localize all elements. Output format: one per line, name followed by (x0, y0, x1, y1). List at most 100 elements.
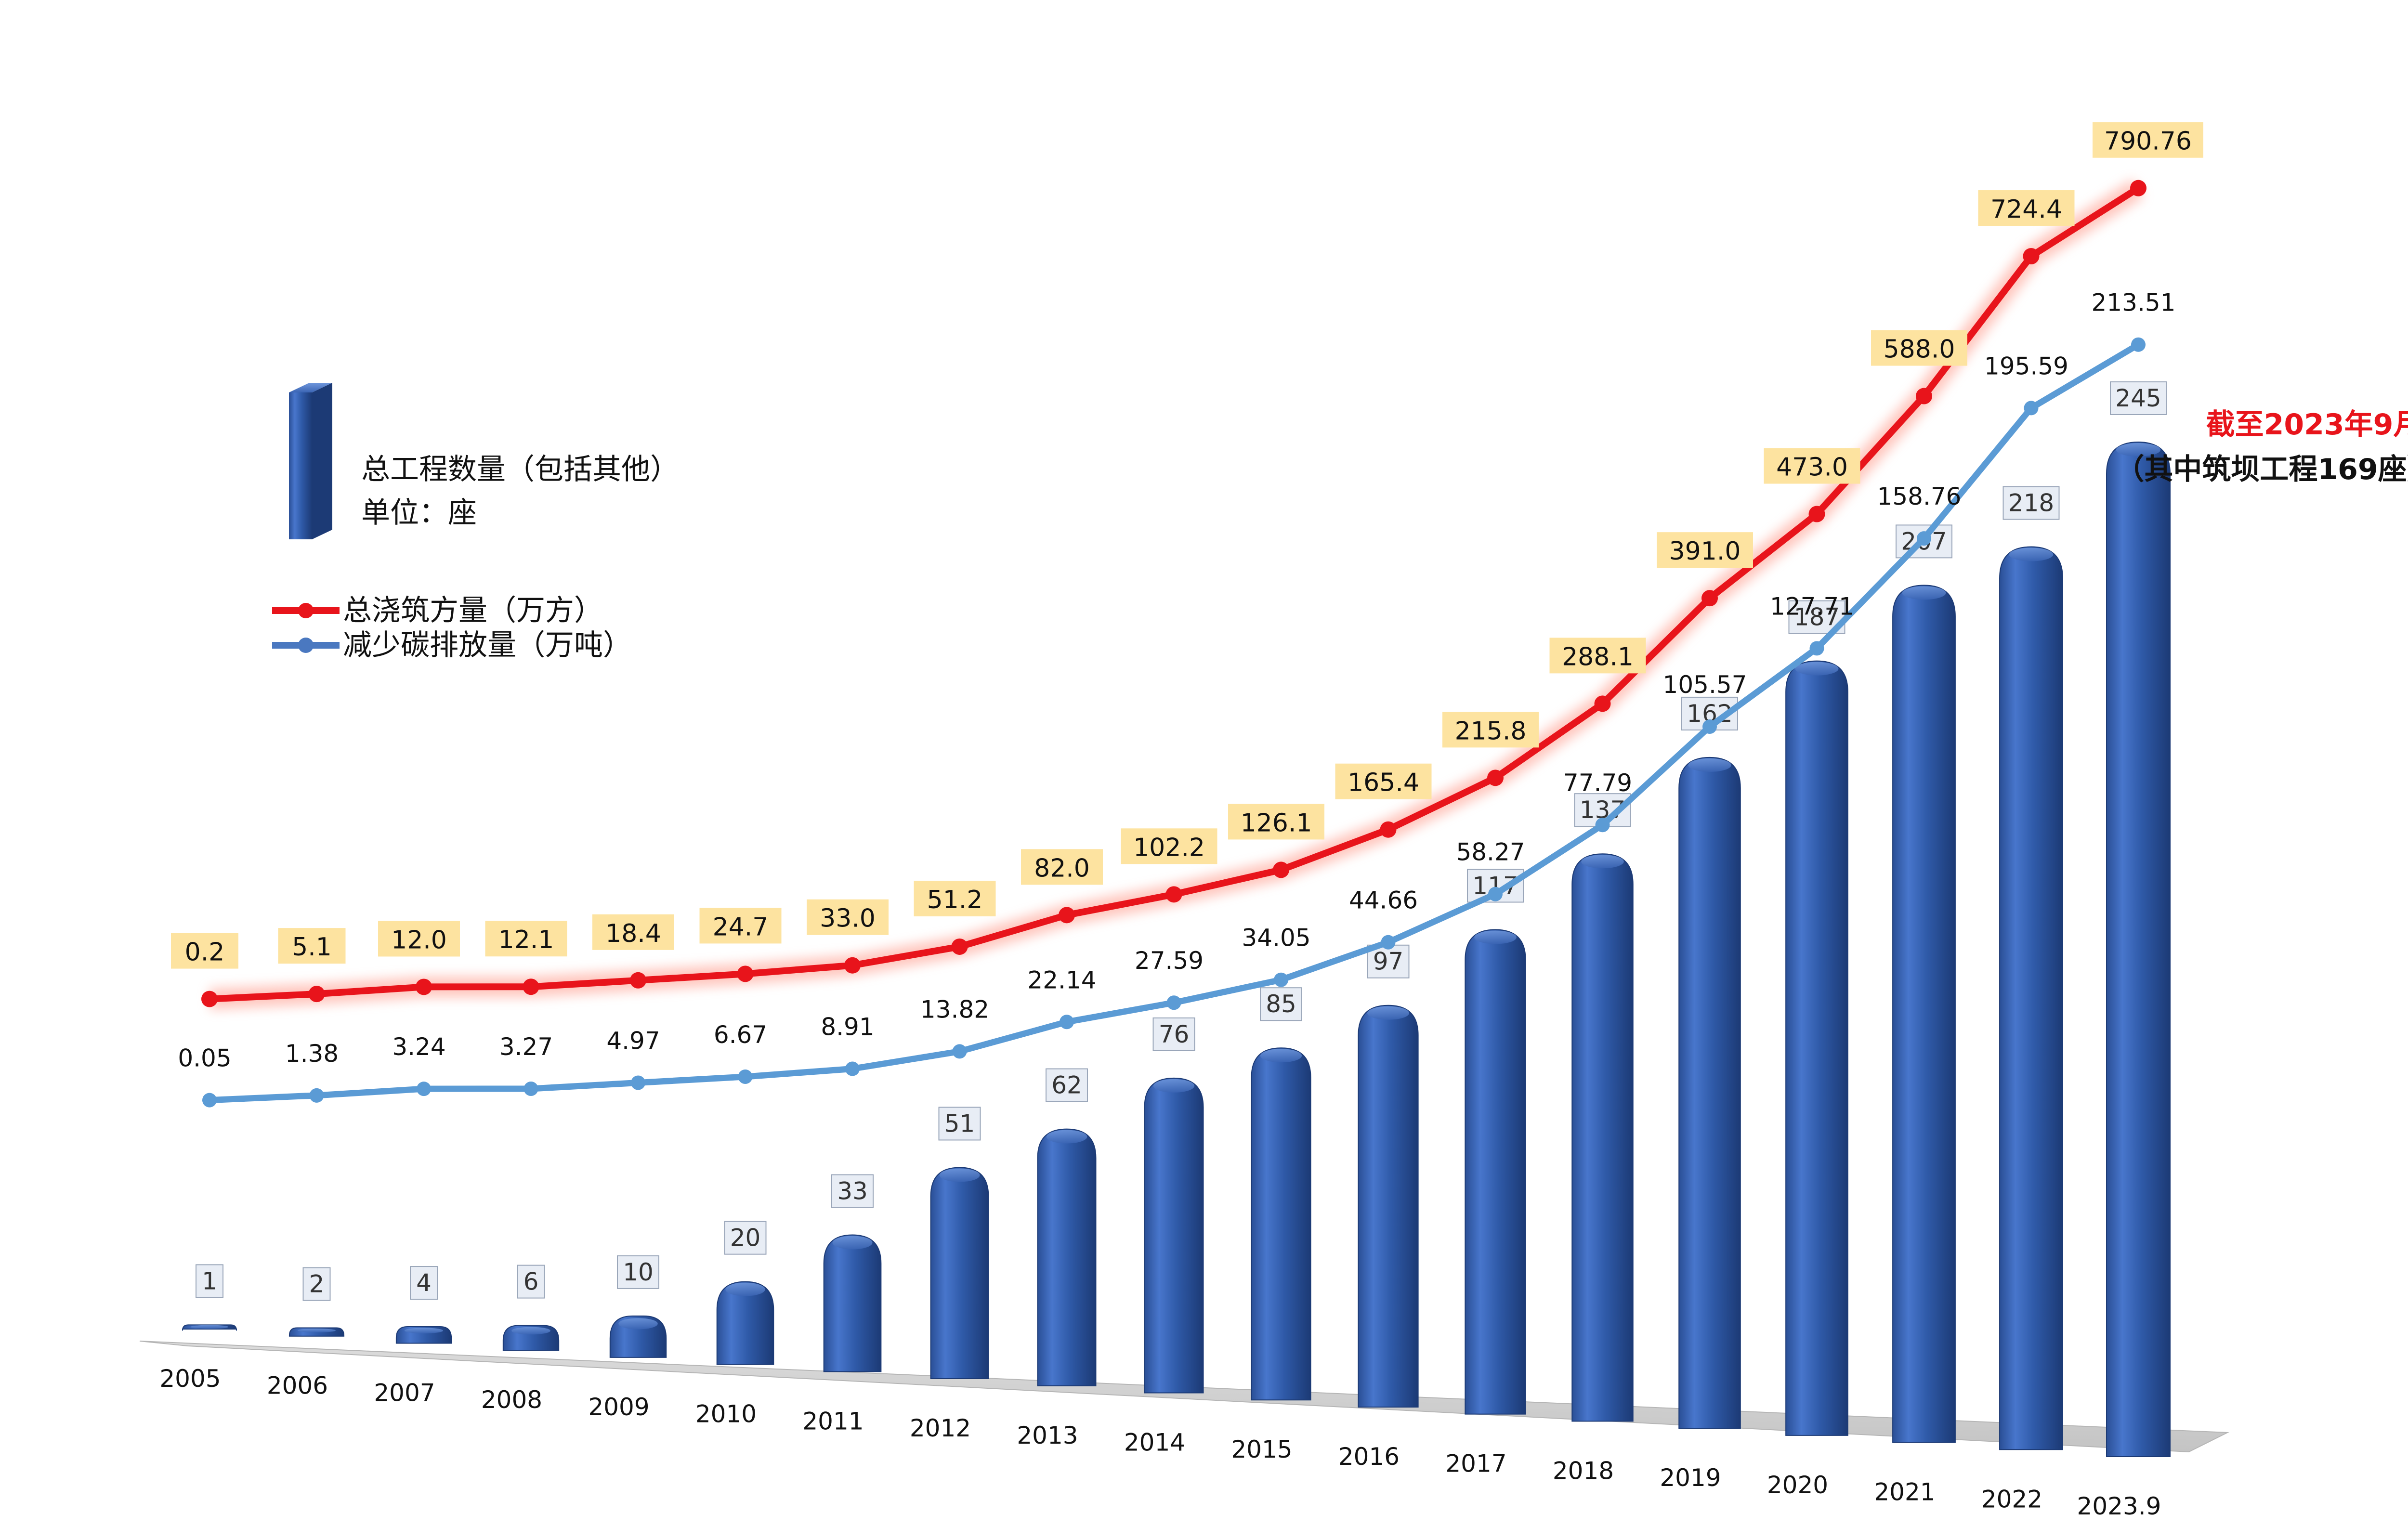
carbon-point-2020 (1809, 641, 1824, 656)
carbon-value-label-2013: 22.14 (1027, 966, 1096, 994)
carbon-value-label-2011: 8.91 (821, 1013, 874, 1041)
bar-highlight-2012 (939, 1168, 980, 1182)
concrete-point-2013 (1059, 907, 1075, 924)
x-tick-2009: 2009 (588, 1393, 649, 1421)
bar-2012 (930, 1167, 989, 1380)
bar-label-box-2013 (1046, 1068, 1088, 1102)
bar-highlight-2016 (1367, 1006, 1409, 1020)
concrete-point-2023.9 (2130, 180, 2146, 196)
concrete-value-label-2016: 165.4 (1348, 769, 1419, 797)
concrete-value-label-2022: 724.4 (1990, 195, 2062, 224)
carbon-value-label-2007: 3.24 (392, 1033, 445, 1061)
concrete-value-label-2006: 5.1 (292, 933, 332, 962)
bar-highlight-2009 (618, 1318, 658, 1330)
concrete-label-box-2005 (171, 933, 238, 969)
concrete-point-2018 (1594, 695, 1611, 712)
bar-label-box-2008 (517, 1265, 545, 1299)
x-tick-2021: 2021 (1874, 1478, 1935, 1506)
bar-value-label-2009: 10 (623, 1258, 654, 1286)
x-tick-2012: 2012 (910, 1414, 971, 1442)
concrete-value-label-2007: 12.0 (391, 926, 447, 954)
bar-highlight-2018 (1581, 855, 1624, 869)
x-tick-2014: 2014 (1124, 1429, 1185, 1457)
x-tick-2022: 2022 (1981, 1485, 2042, 1513)
bar-label-box-2015 (1260, 987, 1302, 1021)
concrete-value-label-2021: 588.0 (1884, 335, 1955, 364)
bar-value-label-2010: 20 (730, 1224, 761, 1252)
bar-highlight-2023.9 (2116, 443, 2161, 456)
concrete-point-2021 (1916, 388, 1932, 404)
bar-2013 (1037, 1128, 1097, 1386)
x-axis-tick-labels: 2005 2006 2007 2008 2009 2010 2011 2012 2013 2014… (159, 1365, 2161, 1520)
bar-value-label-2011: 33 (837, 1177, 868, 1205)
bar-highlight-2021 (1902, 586, 1946, 600)
carbon-value-label-2018: 77.79 (1563, 769, 1632, 797)
concrete-point-2017 (1487, 770, 1504, 786)
concrete-label-box-2007 (378, 921, 460, 957)
bar-label-box-2011 (831, 1174, 874, 1208)
concrete-label-box-2009 (592, 914, 674, 950)
carbon-point-2007 (417, 1082, 431, 1096)
carbon-point-2011 (845, 1061, 860, 1076)
concrete-label-box-2022 (1978, 190, 2075, 226)
bar-2017 (1465, 929, 1526, 1415)
bar-highlight-2017 (1474, 930, 1517, 944)
carbon-point-2022 (2024, 401, 2039, 416)
bar-2018 (1571, 853, 1634, 1422)
carbon-value-label-2008: 3.27 (499, 1033, 553, 1061)
bar-value-label-2005: 1 (202, 1267, 217, 1295)
concrete-value-label-2012: 51.2 (927, 886, 983, 914)
bar-highlight-2022 (2009, 548, 2054, 561)
carbon-value-labels: 0.05 1.38 3.24 3.27 4.97 6.67 8.91 13.82 22.14 27… (178, 289, 2175, 1072)
bar-label-box-2010 (724, 1221, 767, 1255)
concrete-value-label-2009: 18.4 (605, 919, 661, 948)
bar-series (182, 441, 2171, 1457)
concrete-value-label-2011: 33.0 (820, 904, 876, 933)
concrete-series (201, 179, 2146, 1010)
bar-highlight-2006 (297, 1329, 336, 1333)
bar-highlight-2005 (190, 1325, 229, 1329)
concrete-point-2011 (844, 957, 861, 974)
bar-2011 (823, 1234, 882, 1372)
concrete-point-2008 (523, 978, 539, 995)
x-tick-2006: 2006 (267, 1372, 328, 1400)
bar-label-box-2014 (1152, 1017, 1195, 1051)
bar-highlight-2013 (1046, 1130, 1087, 1144)
legend: 总工程数量（包括其他） 单位：座 总浇筑方量（万方） 减少碳排放量（万吨） (272, 383, 679, 662)
x-tick-2023.9: 2023.9 (2077, 1492, 2161, 1520)
concrete-label-box-2021 (1871, 330, 1967, 366)
x-tick-2008: 2008 (481, 1386, 542, 1414)
bar-label-box-2022 (2002, 486, 2060, 520)
concrete-label-box-2015 (1228, 804, 1324, 840)
concrete-label-box-2019 (1657, 532, 1753, 568)
concrete-label-box-2011 (807, 899, 889, 935)
bar-value-label-2012: 51 (944, 1109, 975, 1137)
bar-2019 (1678, 756, 1741, 1429)
bar-2014 (1144, 1077, 1204, 1394)
bar-value-label-2020: 187 (1794, 603, 1840, 631)
carbon-value-label-2020: 127.71 (1770, 592, 1854, 620)
legend-bar-swatch (289, 383, 332, 539)
x-tick-2005: 2005 (159, 1365, 221, 1393)
legend-carbon-label: 减少碳排放量（万吨） (343, 628, 632, 662)
x-tick-2007: 2007 (374, 1379, 435, 1407)
bar-2023.9 (2106, 441, 2171, 1457)
carbon-point-2014 (1166, 995, 1181, 1010)
concrete-value-label-2017: 215.8 (1455, 717, 1527, 745)
concrete-label-box-2013 (1021, 849, 1103, 885)
carbon-value-label-2010: 6.67 (714, 1021, 767, 1049)
concrete-label-box-2017 (1442, 712, 1539, 748)
carbon-value-label-2015: 34.05 (1242, 924, 1310, 952)
carbon-point-2023.9 (2131, 337, 2146, 352)
concrete-point-2005 (201, 991, 218, 1007)
carbon-point-2015 (1274, 972, 1288, 987)
concrete-value-label-2014: 102.2 (1133, 833, 1205, 862)
concrete-label-box-2010 (699, 908, 782, 944)
carbon-value-label-2023.9: 213.51 (2092, 289, 2176, 317)
concrete-label-box-2014 (1121, 828, 1217, 864)
carbon-point-2013 (1060, 1015, 1074, 1030)
bar-value-label-2007: 4 (416, 1269, 432, 1297)
carbon-value-label-2009: 4.97 (606, 1027, 660, 1055)
bar-value-label-2013: 62 (1051, 1071, 1082, 1099)
carbon-value-label-2006: 1.38 (285, 1040, 339, 1068)
